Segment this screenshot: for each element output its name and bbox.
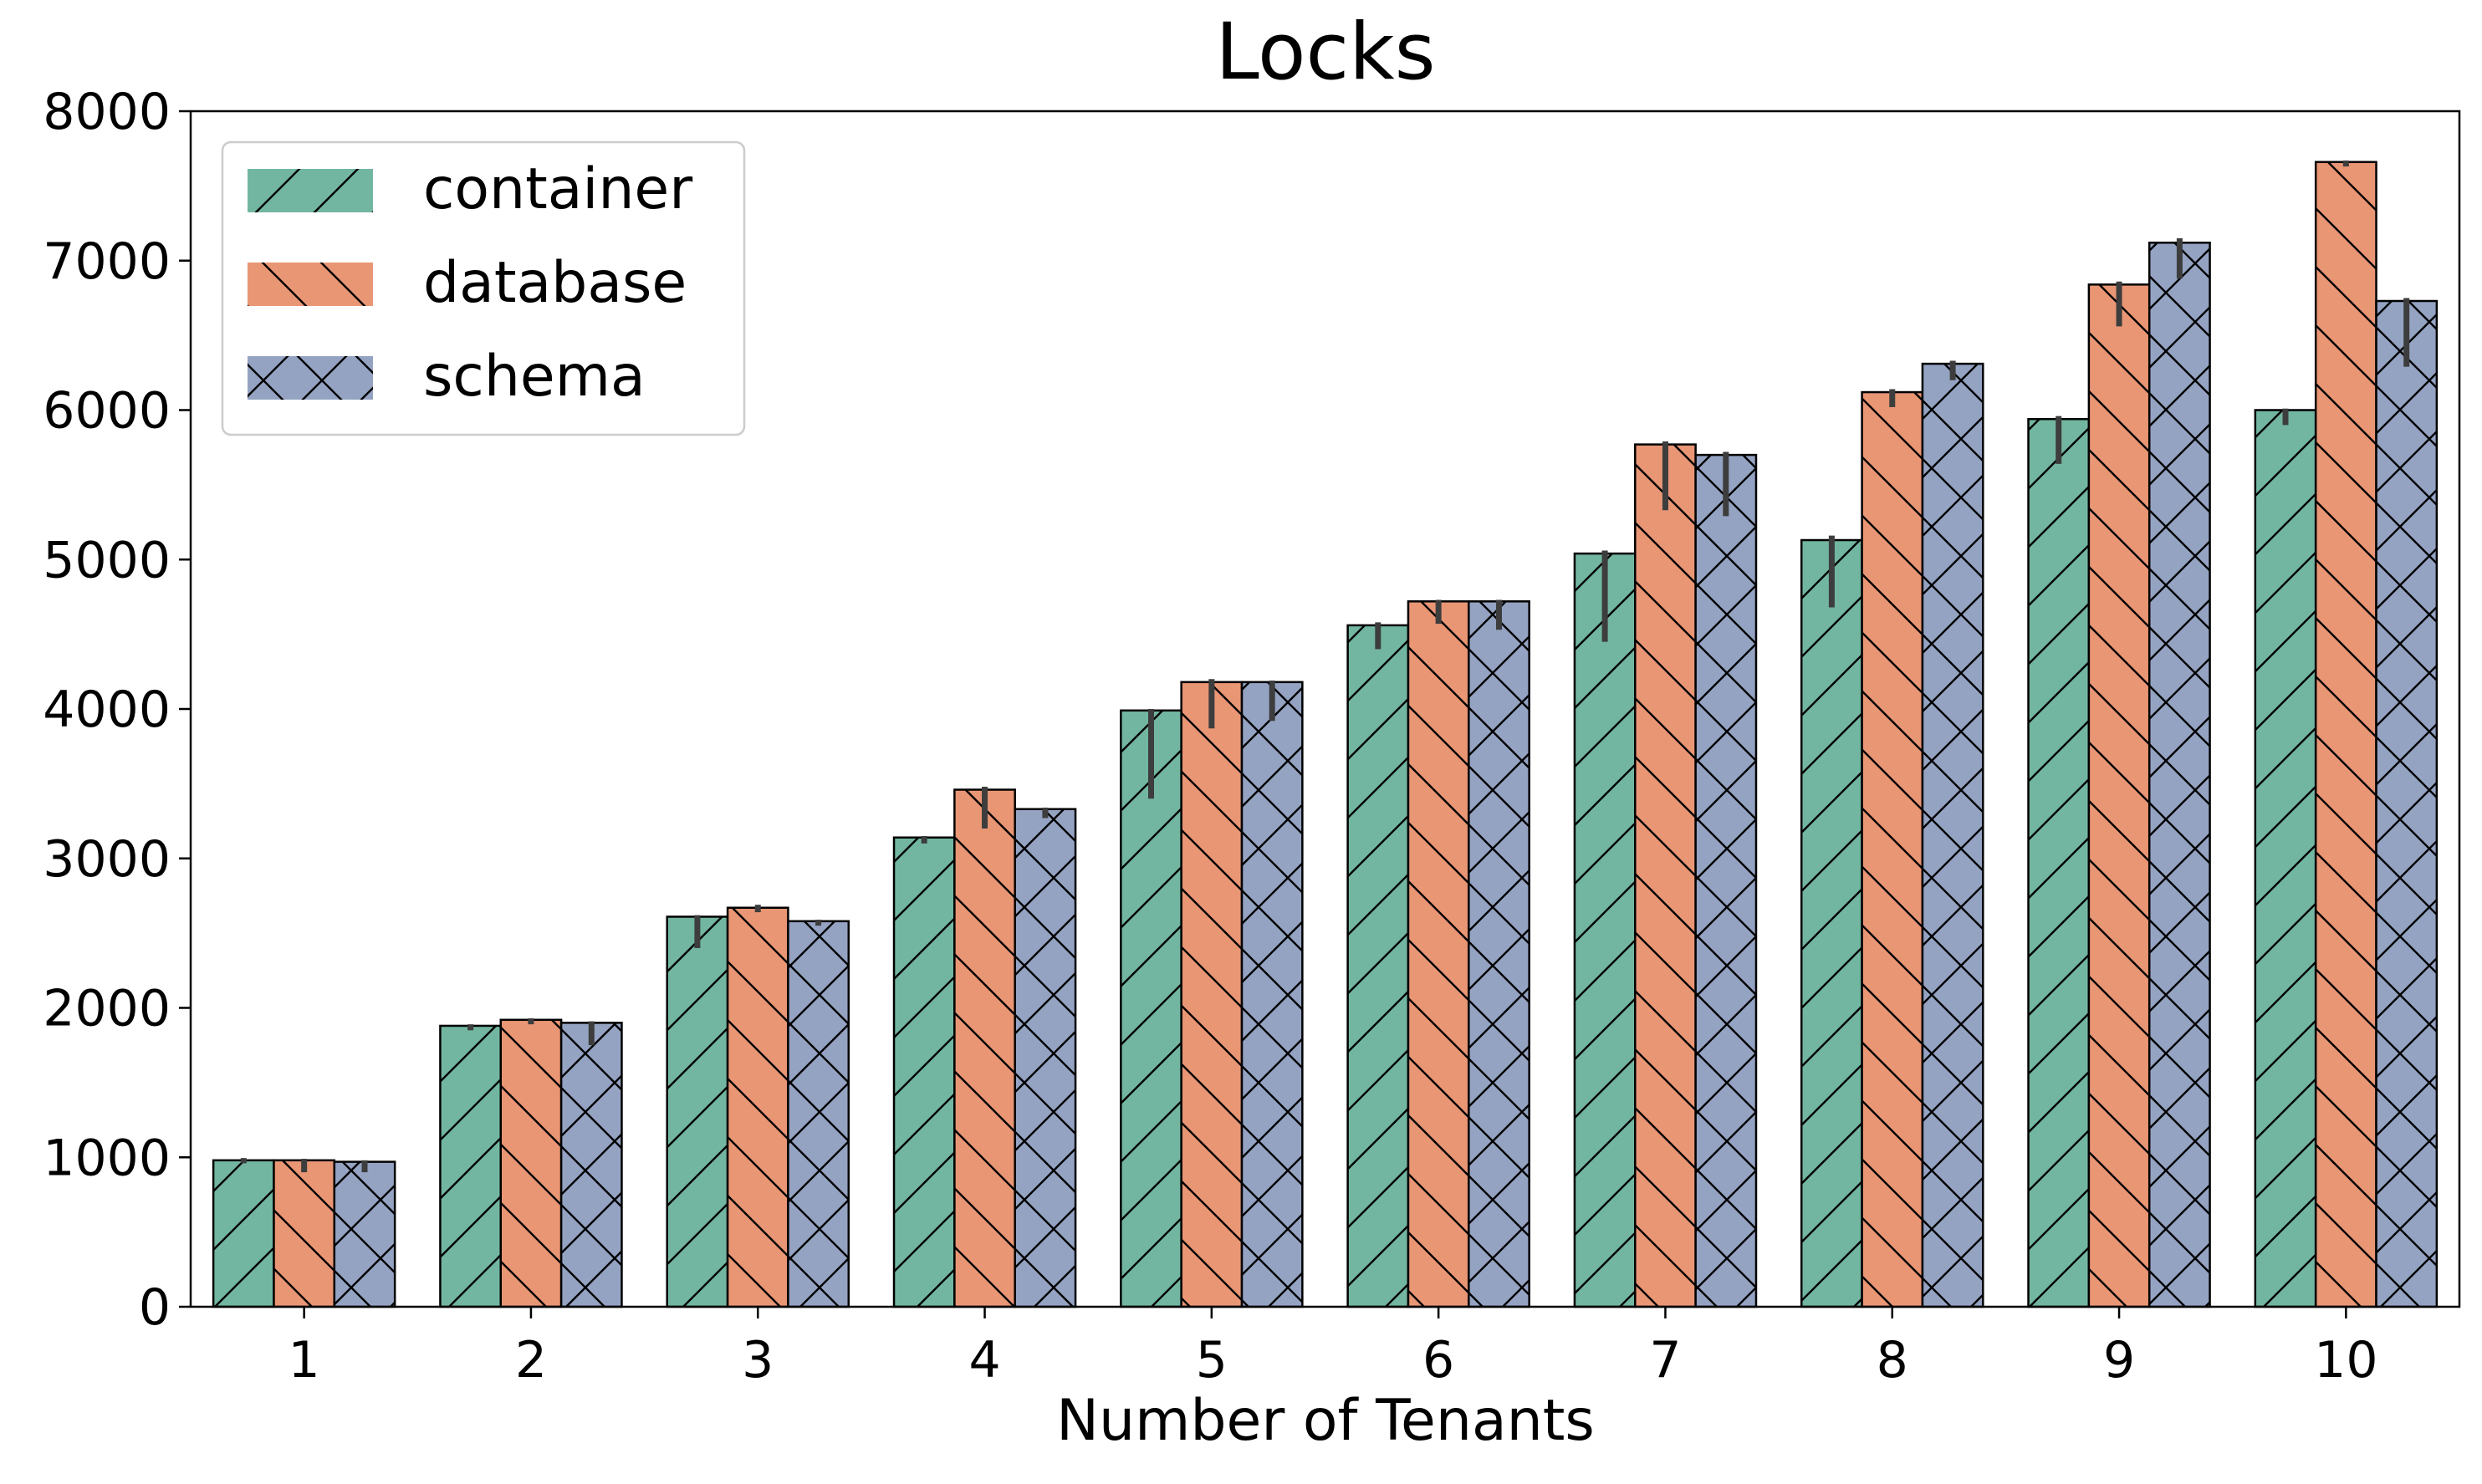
- legend-swatch-hatch: [248, 169, 373, 212]
- bar-hatch-database-4: [953, 788, 1016, 1308]
- bar-hatch-database-9: [2087, 283, 2151, 1308]
- series-schema: [333, 242, 2439, 1308]
- bar-hatch-schema-4: [1014, 808, 1077, 1308]
- bar-hatch-container-1: [212, 1159, 275, 1308]
- bar-hatch-schema-8: [1921, 362, 1984, 1308]
- x-ticks: 1 2 3 4 5 6 7 8 9 10: [289, 1307, 2378, 1390]
- x-tick-label: 1: [289, 1331, 320, 1390]
- bar-hatch-schema-6: [1468, 600, 1530, 1308]
- bar-hatch-schema-3: [787, 920, 850, 1308]
- legend: container database schema: [221, 140, 746, 436]
- y-tick-label: 8000: [43, 83, 171, 141]
- x-axis: 1 2 3 4 5 6 7 8 9 10 Number of Tenants: [289, 1307, 2378, 1454]
- x-tick-label: 6: [1422, 1331, 1454, 1390]
- bar-hatch-database-3: [726, 906, 789, 1308]
- bar-hatch-container-10: [2254, 409, 2317, 1308]
- y-ticks: 0 1000 2000 3000 4000 5000 6000 7000 8000: [43, 83, 191, 1337]
- bar-hatch-schema-9: [2147, 242, 2211, 1308]
- bar-hatch-database-5: [1180, 681, 1244, 1308]
- bar-hatch-schema-5: [1240, 681, 1304, 1308]
- legend-item-database: database: [248, 250, 687, 316]
- bar-hatch-schema-2: [559, 1022, 623, 1308]
- legend-label: database: [423, 250, 687, 316]
- series-database: [273, 161, 2377, 1308]
- bar-hatch-schema-1: [333, 1160, 396, 1308]
- legend-label: container: [423, 156, 692, 222]
- x-tick-label: 5: [1196, 1331, 1228, 1390]
- bar-hatch-database-10: [2314, 161, 2377, 1308]
- legend-swatch-hatch: [248, 356, 373, 400]
- bar-hatch-database-2: [499, 1018, 563, 1308]
- bar-hatch-container-3: [666, 915, 729, 1308]
- x-tick-label: 10: [2314, 1331, 2377, 1390]
- y-tick-label: 1000: [43, 1129, 171, 1187]
- chart-title: Locks: [1215, 7, 1435, 98]
- legend-item-schema: schema: [248, 344, 646, 410]
- bar-hatch-database-7: [1634, 443, 1697, 1308]
- x-tick-label: 8: [1877, 1331, 1908, 1390]
- plot-frame: [189, 110, 2461, 1308]
- x-tick-label: 2: [515, 1331, 547, 1390]
- error-bars-layer: [240, 160, 2410, 1173]
- legend-swatch-hatch: [248, 263, 373, 306]
- bar-hatch-container-7: [1573, 552, 1637, 1308]
- bar-hatch-database-8: [1861, 390, 1924, 1308]
- x-tick-label: 3: [742, 1331, 774, 1390]
- bar-hatch-schema-10: [2375, 299, 2439, 1308]
- bar-hatch-container-6: [1346, 624, 1410, 1308]
- y-tick-label: 0: [139, 1278, 171, 1337]
- y-tick-label: 4000: [43, 681, 171, 739]
- bar-hatch-container-4: [892, 836, 956, 1308]
- y-axis: 0 1000 2000 3000 4000 5000 6000 7000 8000: [43, 83, 191, 1337]
- bar-hatch-container-2: [439, 1024, 503, 1308]
- x-tick-label: 4: [968, 1331, 1000, 1390]
- bar-hatch-database-1: [273, 1159, 336, 1308]
- y-tick-label: 5000: [43, 531, 171, 589]
- y-tick-label: 7000: [43, 232, 171, 291]
- bar-hatch-container-8: [1800, 538, 1863, 1308]
- y-tick-label: 6000: [43, 382, 171, 441]
- y-tick-label: 2000: [43, 980, 171, 1038]
- x-tick-label: 7: [1649, 1331, 1681, 1390]
- bars-layer: [212, 161, 2439, 1308]
- x-tick-label: 9: [2103, 1331, 2135, 1390]
- series-container: [212, 409, 2317, 1308]
- y-tick-label: 3000: [43, 830, 171, 889]
- legend-label: schema: [423, 344, 646, 410]
- legend-item-container: container: [248, 156, 692, 222]
- bar-hatch-container-9: [2027, 417, 2091, 1308]
- bar-hatch-schema-7: [1694, 453, 1758, 1308]
- bar-hatch-database-6: [1407, 600, 1470, 1308]
- x-axis-label: Number of Tenants: [1056, 1388, 1595, 1454]
- bar-hatch-container-5: [1120, 709, 1182, 1308]
